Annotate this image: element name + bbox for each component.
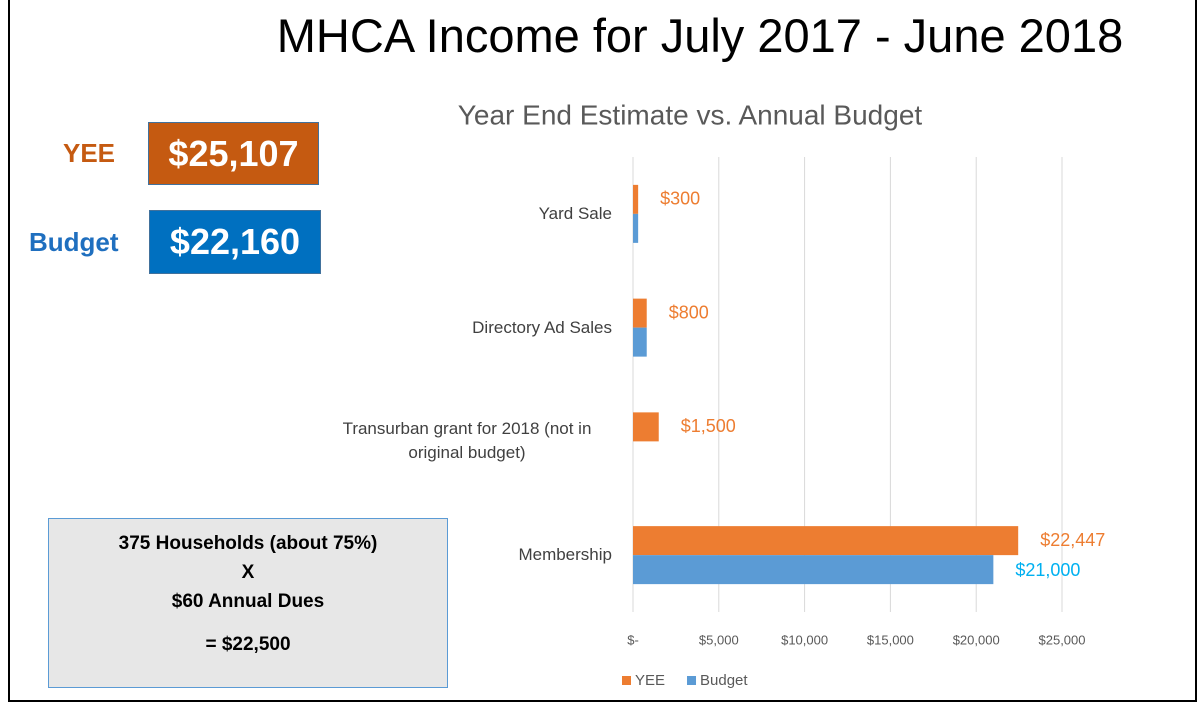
- slide-title: MHCA Income for July 2017 - June 2018: [276, 9, 1124, 62]
- data-label: $300: [660, 189, 700, 209]
- bar: [633, 412, 659, 442]
- x-tick-label: $15,000: [867, 632, 914, 647]
- yee-label: YEE: [63, 138, 116, 168]
- legend-swatch: [622, 676, 631, 685]
- legend-label: YEE: [635, 672, 665, 689]
- data-label: $22,447: [1040, 530, 1105, 550]
- x-tick-label: $5,000: [699, 632, 739, 647]
- bar: [633, 555, 994, 585]
- legend-label: Budget: [700, 672, 748, 689]
- bar: [633, 213, 639, 243]
- chart-title: Year End Estimate vs. Annual Budget: [458, 99, 923, 130]
- note-line: X: [241, 562, 255, 583]
- x-tick-label: $-: [627, 632, 639, 647]
- category-labels: Yard Sale Directory Ad Sales Transurban gr…: [250, 0, 612, 704]
- note-line: = $22,500: [205, 634, 291, 655]
- y-tick-label: Transurban grant for 2018 (not in origin…: [342, 419, 592, 463]
- dues-note: 375 Households (about 75%) X $60 Annual …: [48, 518, 448, 688]
- y-tick-label: Membership: [518, 545, 612, 565]
- legend-swatch: [687, 676, 697, 685]
- yee-value: $25,107: [148, 122, 319, 185]
- x-tick-label: $10,000: [781, 632, 828, 647]
- data-label: $21,000: [1015, 560, 1080, 580]
- bar: [633, 526, 1019, 556]
- bar: [633, 298, 647, 328]
- budget-label: Budget: [29, 227, 119, 257]
- x-tick-label: $25,000: [1039, 632, 1086, 647]
- y-tick-label: Yard Sale: [538, 203, 612, 223]
- budget-value: $22,160: [149, 210, 321, 274]
- note-line: 375 Households (about 75%): [118, 533, 378, 554]
- bar: [633, 327, 647, 357]
- note-line: $60 Annual Dues: [171, 591, 325, 612]
- bar: [633, 184, 639, 214]
- data-label: $1,500: [681, 416, 736, 436]
- x-tick-label: $20,000: [953, 632, 1000, 647]
- slide-frame: [8, 0, 1197, 702]
- data-label: $800: [669, 302, 709, 322]
- y-tick-label: Directory Ad Sales: [472, 317, 612, 337]
